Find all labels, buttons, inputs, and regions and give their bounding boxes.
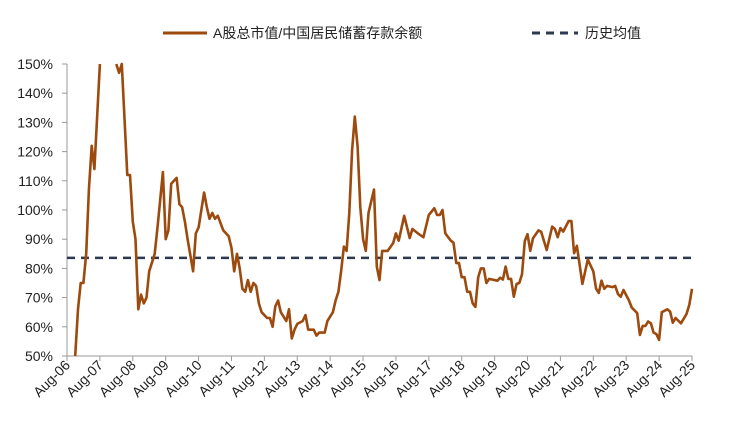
x-axis: Aug-06Aug-07Aug-08Aug-09Aug-10Aug-11Aug-… (30, 355, 698, 400)
legend-label-mean: 历史均值 (585, 25, 641, 41)
legend: A股总市值/中国居民储蓄存款余额 历史均值 (163, 25, 641, 41)
y-tick-label: 50% (25, 348, 53, 364)
x-tick-label: Aug-10 (161, 357, 204, 400)
y-tick-label: 120% (17, 144, 53, 160)
y-tick-label: 70% (25, 290, 53, 306)
y-tick-label: 80% (25, 260, 53, 276)
plot-area (67, 62, 694, 357)
y-tick-label: 60% (25, 319, 53, 335)
y-tick-label: 130% (17, 114, 53, 130)
y-axis: 50% 60% 70% 80% 90% 100% 110% 120% 130% 140% 150% (17, 56, 68, 364)
x-tick-label: Aug-25 (655, 357, 698, 400)
y-tick-label: 90% (25, 231, 53, 247)
y-tick-label: 150% (17, 56, 53, 72)
y-tick-label: 100% (17, 202, 53, 218)
series-ratio-line (73, 62, 694, 357)
y-tick-label: 140% (17, 85, 53, 101)
legend-label-ratio: A股总市值/中国居民储蓄存款余额 (213, 25, 422, 41)
y-tick-label: 110% (18, 173, 53, 189)
